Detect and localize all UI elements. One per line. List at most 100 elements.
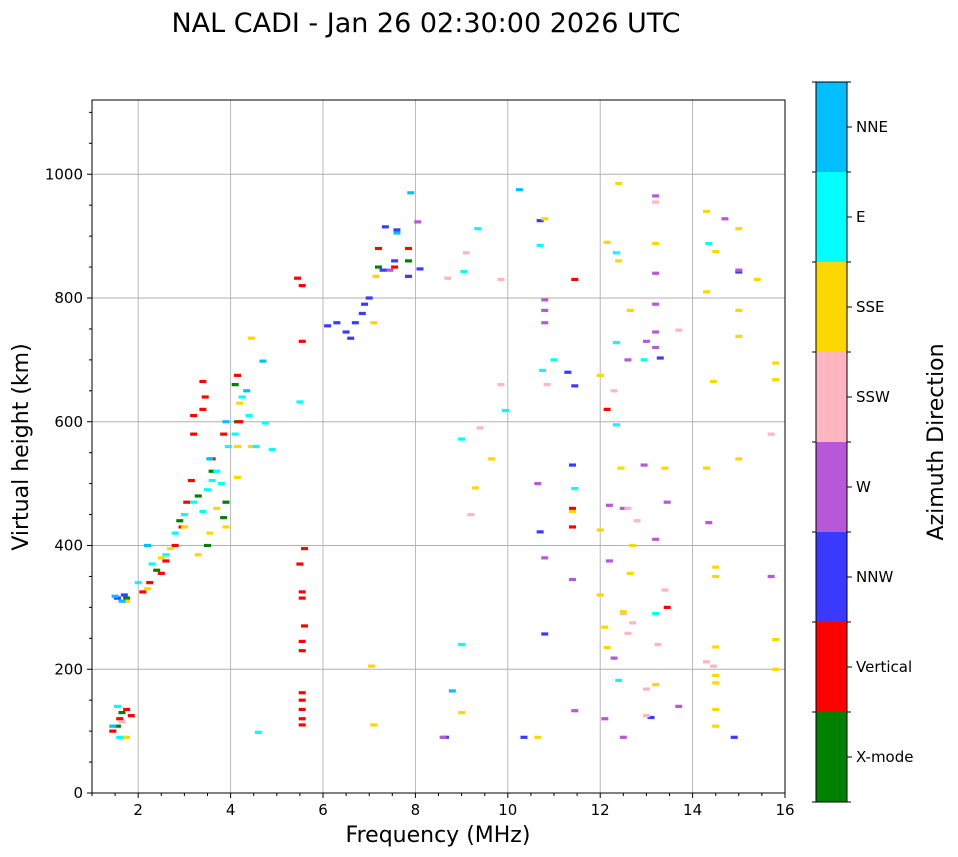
data-point-sse: [702, 209, 710, 213]
data-point-nne: [109, 724, 117, 728]
data-point-e: [190, 500, 198, 504]
data-point-vertical: [298, 284, 306, 288]
data-point-nne: [118, 599, 126, 603]
data-point-sse: [712, 673, 720, 678]
data-point-e: [134, 581, 142, 585]
data-point-sse: [772, 378, 780, 382]
data-point-vertical: [298, 649, 306, 653]
data-point-w: [642, 339, 650, 343]
y-tick-label: 200: [54, 660, 83, 678]
data-point-x-mode: [113, 724, 121, 728]
data-point-x-mode: [231, 383, 239, 387]
data-point-w: [619, 735, 627, 739]
data-point-w: [541, 308, 549, 312]
data-point-ssw: [624, 506, 632, 510]
x-tick-label: 10: [498, 801, 517, 819]
data-point-vertical: [603, 407, 611, 411]
data-point-sse: [735, 457, 743, 461]
data-point-e: [204, 488, 211, 492]
data-point-e: [116, 735, 124, 739]
data-point-sse: [372, 274, 380, 278]
data-point-e: [268, 447, 276, 452]
data-point-sse: [123, 599, 131, 603]
colorbar-segment-ssw: [816, 352, 847, 442]
data-point-sse: [772, 361, 780, 365]
data-point-vertical: [298, 723, 306, 727]
data-point-e: [217, 482, 225, 486]
colorbar-segment-nne: [816, 82, 847, 172]
data-point-w: [705, 521, 713, 525]
data-point-e: [550, 358, 558, 362]
data-point-vertical: [404, 246, 412, 251]
data-marks: [109, 181, 780, 739]
data-point-w: [652, 330, 660, 334]
data-point-sse: [213, 506, 221, 510]
data-point-e: [171, 531, 179, 535]
data-point-w: [568, 577, 576, 582]
data-point-ssw: [629, 621, 637, 625]
data-point-x-mode: [153, 568, 161, 572]
colorbar-tick-label: X-mode: [856, 748, 913, 766]
data-point-sse: [568, 509, 576, 514]
data-point-sse: [370, 321, 378, 325]
data-point-sse: [619, 610, 627, 614]
data-point-vertical: [220, 432, 228, 436]
data-point-vertical: [298, 717, 306, 721]
data-point-w: [601, 717, 609, 721]
data-point-sse: [601, 625, 609, 629]
data-point-sse: [596, 593, 604, 597]
data-point-x-mode: [204, 543, 211, 548]
colorbar-tick-label: Vertical: [856, 658, 912, 676]
data-point-e: [640, 358, 648, 362]
data-point-vertical: [139, 590, 147, 594]
data-point-w: [619, 506, 627, 510]
data-point-ssw: [624, 631, 632, 635]
data-point-ssw: [462, 251, 470, 255]
data-point-sse: [534, 735, 542, 739]
data-point-sse: [626, 571, 634, 575]
data-point-vertical: [127, 714, 135, 718]
data-point-vertical: [298, 691, 306, 695]
data-point-w: [610, 656, 618, 660]
data-point-sse: [712, 645, 720, 649]
data-point-sse: [735, 227, 743, 231]
data-point-vertical: [109, 729, 117, 733]
data-point-vertical: [187, 478, 195, 483]
data-point-vertical: [236, 420, 244, 424]
data-point-w: [652, 537, 660, 541]
data-point-nnw: [393, 228, 401, 232]
x-tick-label: 8: [411, 801, 421, 819]
data-point-nnw: [351, 321, 359, 325]
data-point-e: [612, 251, 620, 255]
data-point-w: [541, 556, 549, 560]
data-point-e: [199, 509, 207, 514]
data-point-ssw: [497, 383, 505, 387]
data-point-sse: [712, 681, 720, 685]
data-point-e: [113, 704, 121, 708]
y-tick-label: 800: [54, 289, 83, 307]
data-point-sse: [222, 525, 230, 529]
data-point-sse: [236, 401, 244, 405]
data-point-e: [208, 478, 216, 483]
data-point-nnw: [324, 324, 332, 328]
data-point-sse: [206, 531, 214, 535]
data-point-w: [652, 194, 660, 198]
data-point-sse: [458, 710, 466, 715]
colorbar-tick-label: NNW: [856, 568, 893, 586]
data-point-sse: [772, 667, 780, 671]
data-point-sse: [488, 457, 496, 461]
data-point-ssw: [661, 588, 669, 592]
colorbar-segment-x-mode: [816, 712, 847, 802]
data-point-ssw: [467, 512, 475, 517]
colorbar-tick-label: SSE: [856, 298, 885, 316]
data-point-vertical: [568, 506, 576, 510]
data-point-vertical: [571, 277, 579, 282]
data-point-e: [238, 395, 246, 399]
data-point-sse: [702, 290, 710, 294]
data-point-e: [296, 400, 304, 404]
data-point-sse: [735, 334, 743, 338]
data-point-ssw: [654, 642, 662, 647]
data-point-e: [536, 243, 544, 248]
y-axis-label: Virtual height (km): [9, 343, 34, 550]
data-point-e: [612, 340, 620, 345]
